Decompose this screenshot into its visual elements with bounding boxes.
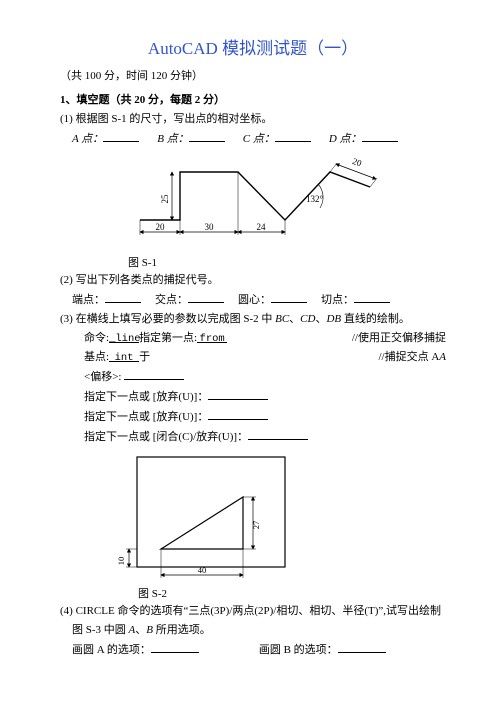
q1: (1) 根据图 S-1 的尺寸，写出点的相对坐标。 xyxy=(60,111,446,128)
figure-s2: 10 40 27 xyxy=(115,453,290,583)
blank-l3[interactable] xyxy=(124,368,184,380)
q3-l1e: //使用正交偏移捕捉 xyxy=(352,330,446,347)
figS1-caption: 图 S-1 xyxy=(128,254,446,270)
q2-tan: 切点： xyxy=(321,292,354,309)
q4-a: CIRCLE 命令的选项有“三点(3P)/两点(2P)/相切、相切、半径(T)”… xyxy=(76,605,441,617)
q3-text: 在横线上填写必要的参数以完成图 S-2 中 xyxy=(76,313,276,325)
q2-end: 端点： xyxy=(72,292,105,309)
q3-l4: 指定下一点或 [放弃(U)]： xyxy=(84,388,446,406)
q3-l1a: 命令: xyxy=(84,330,109,347)
q4-line2: 图 S-3 中圆 A、B 所用选项。 xyxy=(72,622,446,639)
dim-20a: 20 xyxy=(156,222,166,232)
blank-circleB[interactable] xyxy=(338,641,386,653)
q3-bc: BC xyxy=(275,313,289,325)
blank-circleA[interactable] xyxy=(151,641,199,653)
q3-db: DB xyxy=(326,313,341,325)
dim-v27: 27 xyxy=(251,520,261,529)
blank-D[interactable] xyxy=(362,130,398,142)
blank-l5[interactable] xyxy=(208,408,268,420)
q3-l1c: 指定第一点: xyxy=(139,330,197,347)
q3-l1: 命令: _line 指定第一点: from //使用正交偏移捕捉 xyxy=(84,330,446,347)
q1-num: (1) xyxy=(60,113,73,125)
q3-l2c: 于 xyxy=(139,349,150,366)
page-title: AutoCAD 模拟测试题（一） xyxy=(60,34,446,59)
section-1-header: 1、填空题（共 20 分，每题 2 分） xyxy=(60,91,446,107)
q3-l2a: 基点: xyxy=(84,349,109,366)
figure-s1: 25 20 30 24 132° 20 xyxy=(120,152,380,252)
q3-l3: <偏移>: xyxy=(84,368,446,386)
dim-25: 25 xyxy=(160,194,170,204)
dim-24: 24 xyxy=(257,222,267,232)
q3-l1d: from xyxy=(197,331,227,343)
q3-l6: 指定下一点或 [闭合(C)/放弃(U)]： xyxy=(84,428,446,446)
blank-B[interactable] xyxy=(189,130,225,142)
q4-pB: 画圆 B 的选项： xyxy=(259,642,338,659)
blank-cen[interactable] xyxy=(271,291,307,303)
blank-l4[interactable] xyxy=(208,388,268,400)
q2: (2) 写出下列各类点的捕捉代号。 xyxy=(60,272,446,289)
q3-l2: 基点: int 于 //捕捉交点 A A xyxy=(84,349,446,366)
q3: (3) 在横线上填写必要的参数以完成图 S-2 中 BC、CD、DB 直线的绘制… xyxy=(60,311,446,328)
blank-tan[interactable] xyxy=(354,291,390,303)
q3-cd: CD xyxy=(300,313,315,325)
blank-int[interactable] xyxy=(188,291,224,303)
q3-l1b: _line xyxy=(109,331,139,343)
q3-l2d: //捕捉交点 A xyxy=(378,349,439,366)
q4-num: (4) xyxy=(60,605,73,617)
q4-answers: 画圆 A 的选项： 画圆 B 的选项： xyxy=(72,641,446,659)
q2-cen: 圆心： xyxy=(238,292,271,309)
q4-pA: 画圆 A 的选项： xyxy=(72,642,151,659)
q1-B: B 点： xyxy=(157,131,188,148)
dim-20b: 20 xyxy=(351,156,363,169)
q2-text: 写出下列各类点的捕捉代号。 xyxy=(76,274,219,286)
blank-end[interactable] xyxy=(105,291,141,303)
q2-row: 端点： 交点： 圆心： 切点： xyxy=(72,291,446,309)
blank-C[interactable] xyxy=(275,130,311,142)
q4: (4) CIRCLE 命令的选项有“三点(3P)/两点(2P)/相切、相切、半径… xyxy=(60,603,446,620)
q3-l5: 指定下一点或 [放弃(U)]： xyxy=(84,408,446,426)
q3-tail: 直线的绘制。 xyxy=(344,313,410,325)
dim-132: 132° xyxy=(306,194,324,204)
q1-C: C 点： xyxy=(243,131,275,148)
q2-num: (2) xyxy=(60,274,73,286)
blank-A[interactable] xyxy=(103,130,139,142)
q1-D: D 点： xyxy=(329,131,362,148)
q1-points-row: A 点： B 点： C 点： D 点： xyxy=(72,130,446,148)
dim-h10: 10 xyxy=(116,556,126,565)
q1-A: A 点： xyxy=(72,131,103,148)
dim-30: 30 xyxy=(205,222,215,232)
q1-text: 根据图 S-1 的尺寸，写出点的相对坐标。 xyxy=(76,113,273,125)
q2-int: 交点： xyxy=(155,292,188,309)
q3-num: (3) xyxy=(60,313,73,325)
score-time: （共 100 分，时间 120 分钟） xyxy=(60,67,446,83)
q3-l2b: int xyxy=(109,350,139,362)
dim-w40: 40 xyxy=(198,565,207,575)
figS2-caption: 图 S-2 xyxy=(138,585,446,601)
blank-l6[interactable] xyxy=(248,428,308,440)
